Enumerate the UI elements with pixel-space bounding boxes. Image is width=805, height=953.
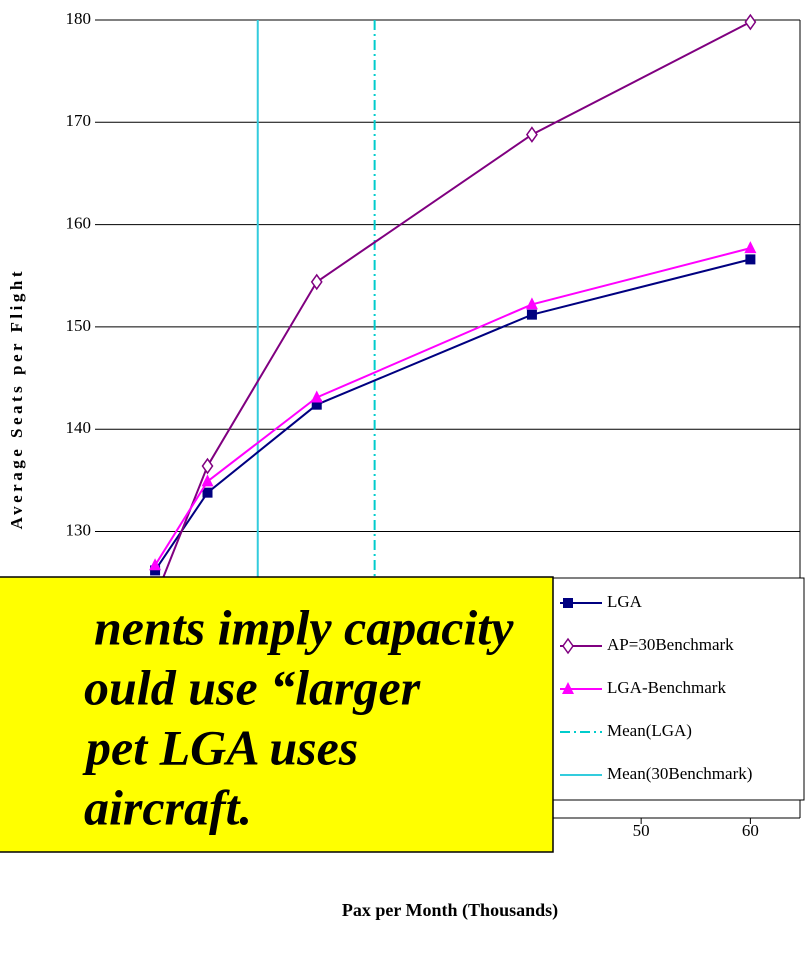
y-axis-title: Average Seats per Flight [7,268,26,529]
legend-marker [562,637,574,655]
callout-text: pet LGA uses [82,719,358,775]
marker [526,309,537,320]
callout-text: aircraft. [84,779,252,835]
y-tick-label: 180 [66,9,92,28]
marker [150,565,161,576]
marker [149,558,162,571]
callout-text: ould use “larger [84,659,421,715]
marker [525,297,538,310]
x-tick-label: 60 [742,821,759,840]
series-line [154,258,751,571]
marker [526,126,538,143]
series-line [154,247,751,566]
marker [201,474,214,487]
y-tick-label: 170 [66,111,92,130]
x-axis-title: Pax per Month (Thousands) [342,900,558,921]
x-tick-label: 50 [633,821,650,840]
y-tick-label: 140 [66,418,92,437]
legend-marker [563,598,573,608]
legend-label: Mean(30Benchmark) [607,764,752,783]
marker [745,254,756,265]
marker [202,487,213,498]
marker [201,457,214,475]
marker [310,273,323,291]
legend-label: Mean(LGA) [607,721,692,740]
legend-label: LGA-Benchmark [607,678,726,697]
legend-label: AP=30Benchmark [607,635,734,654]
y-tick-label: 130 [66,520,92,539]
legend-label: LGA [607,592,643,611]
marker [310,390,323,403]
marker [744,13,757,31]
marker [311,399,322,410]
marker [744,241,757,254]
y-tick-label: 150 [66,316,92,335]
callout-box [0,576,554,853]
series-line [154,21,751,599]
y-tick-label: 160 [66,214,92,233]
legend-marker [562,682,574,694]
callout-text: nents imply capacity [94,599,514,655]
